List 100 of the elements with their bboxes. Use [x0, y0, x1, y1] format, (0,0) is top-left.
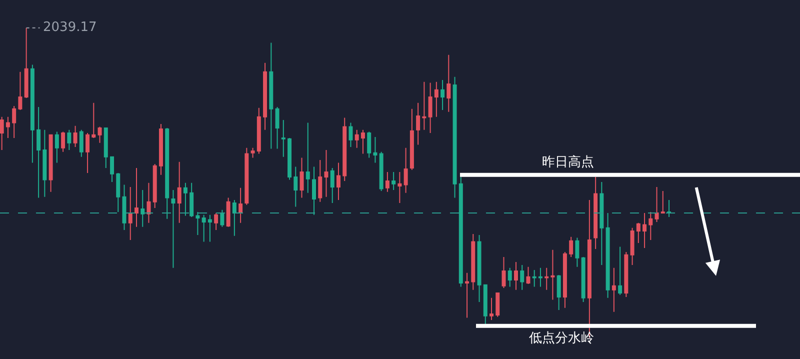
candlestick [526, 266, 530, 284]
candlestick [550, 249, 555, 300]
candlestick [367, 131, 372, 158]
candlestick [73, 125, 78, 148]
candlestick [208, 214, 212, 242]
candlestick [30, 64, 34, 164]
candlestick [440, 79, 445, 111]
candlestick [140, 190, 145, 228]
candlestick [410, 108, 414, 170]
candlestick [116, 172, 120, 213]
candlestick [544, 267, 549, 290]
candlestick [520, 264, 524, 290]
candlestick [502, 256, 506, 289]
candlestick [152, 164, 157, 209]
candlestick [220, 209, 224, 228]
candlestick [324, 150, 328, 198]
candlestick [483, 284, 488, 326]
candlestick [581, 256, 586, 302]
candlestick [256, 107, 261, 154]
candlestick [42, 129, 47, 198]
candlestick [244, 147, 249, 206]
candlestick [98, 126, 102, 144]
candlestick [654, 186, 659, 222]
candlestick [318, 159, 322, 202]
candlestick [398, 172, 402, 204]
candlestick [562, 252, 567, 308]
candlestick [61, 131, 66, 152]
candlestick [496, 292, 500, 318]
candlestick [24, 27, 28, 98]
candlestick [18, 71, 22, 111]
candlestick [250, 147, 255, 158]
annotation: 2039.17 [43, 20, 97, 35]
candlestick [575, 237, 580, 268]
candlestick [158, 124, 163, 176]
candlestick [190, 182, 194, 218]
candlestick [379, 151, 384, 192]
candlestick [306, 122, 310, 194]
candlestick [54, 131, 59, 164]
candlestick [630, 227, 634, 266]
candlestick [171, 190, 176, 268]
candlestick [196, 212, 200, 236]
ref-line-label: 低点分水岭 [529, 331, 594, 346]
candlestick [490, 297, 494, 320]
candlestick [226, 197, 230, 228]
candlestick [275, 106, 280, 150]
candlestick [667, 199, 672, 218]
candlestick [214, 212, 218, 231]
candlestick [0, 116, 4, 151]
candlestick [6, 116, 10, 138]
candlestick [594, 176, 598, 250]
candlestick [165, 128, 170, 220]
candlestick [12, 106, 16, 138]
candlestick [336, 162, 340, 200]
candlestick [146, 182, 151, 224]
candlestick [177, 161, 182, 224]
candlestick [360, 129, 365, 154]
candlestick [458, 176, 463, 288]
candlestick [294, 166, 298, 208]
candlestick [434, 81, 438, 118]
candlestick [556, 274, 561, 311]
candlestick [618, 246, 622, 296]
candlestick [263, 62, 268, 130]
candlestick [404, 147, 408, 194]
candlestick [569, 236, 574, 258]
candlestick [288, 137, 292, 180]
candlestick [446, 54, 451, 112]
candlestick [477, 234, 482, 302]
candlestick [660, 190, 665, 214]
candlestick [330, 168, 334, 204]
candlestick [348, 122, 353, 148]
candlestick [48, 134, 53, 192]
candlestick [79, 129, 84, 158]
candlestick [612, 267, 616, 312]
candlestick [86, 132, 90, 174]
ref-line-label: 昨日高点 [542, 154, 594, 170]
candlestick [238, 187, 243, 224]
candlestick [183, 182, 188, 216]
candlestick [471, 234, 476, 290]
candlestick [636, 222, 640, 244]
candlestick [128, 186, 132, 240]
candlestick [648, 212, 653, 240]
candlestick [514, 261, 518, 290]
candlestick [300, 157, 304, 198]
candlestick [600, 181, 604, 266]
candlestick [122, 184, 126, 231]
candlestick [312, 166, 316, 216]
candlestick [624, 252, 628, 298]
candlestick [104, 128, 108, 169]
candlestick [92, 102, 96, 138]
candlestick [385, 172, 390, 192]
candlestick [281, 119, 286, 158]
candlestick [134, 168, 138, 228]
candlestick [642, 212, 647, 249]
candlestick [422, 81, 426, 130]
candlestick [110, 156, 114, 182]
candlestick [67, 129, 72, 151]
candlestick [606, 212, 610, 298]
candlestick [36, 106, 41, 198]
candlestick [508, 267, 512, 288]
candlestick [532, 270, 536, 288]
